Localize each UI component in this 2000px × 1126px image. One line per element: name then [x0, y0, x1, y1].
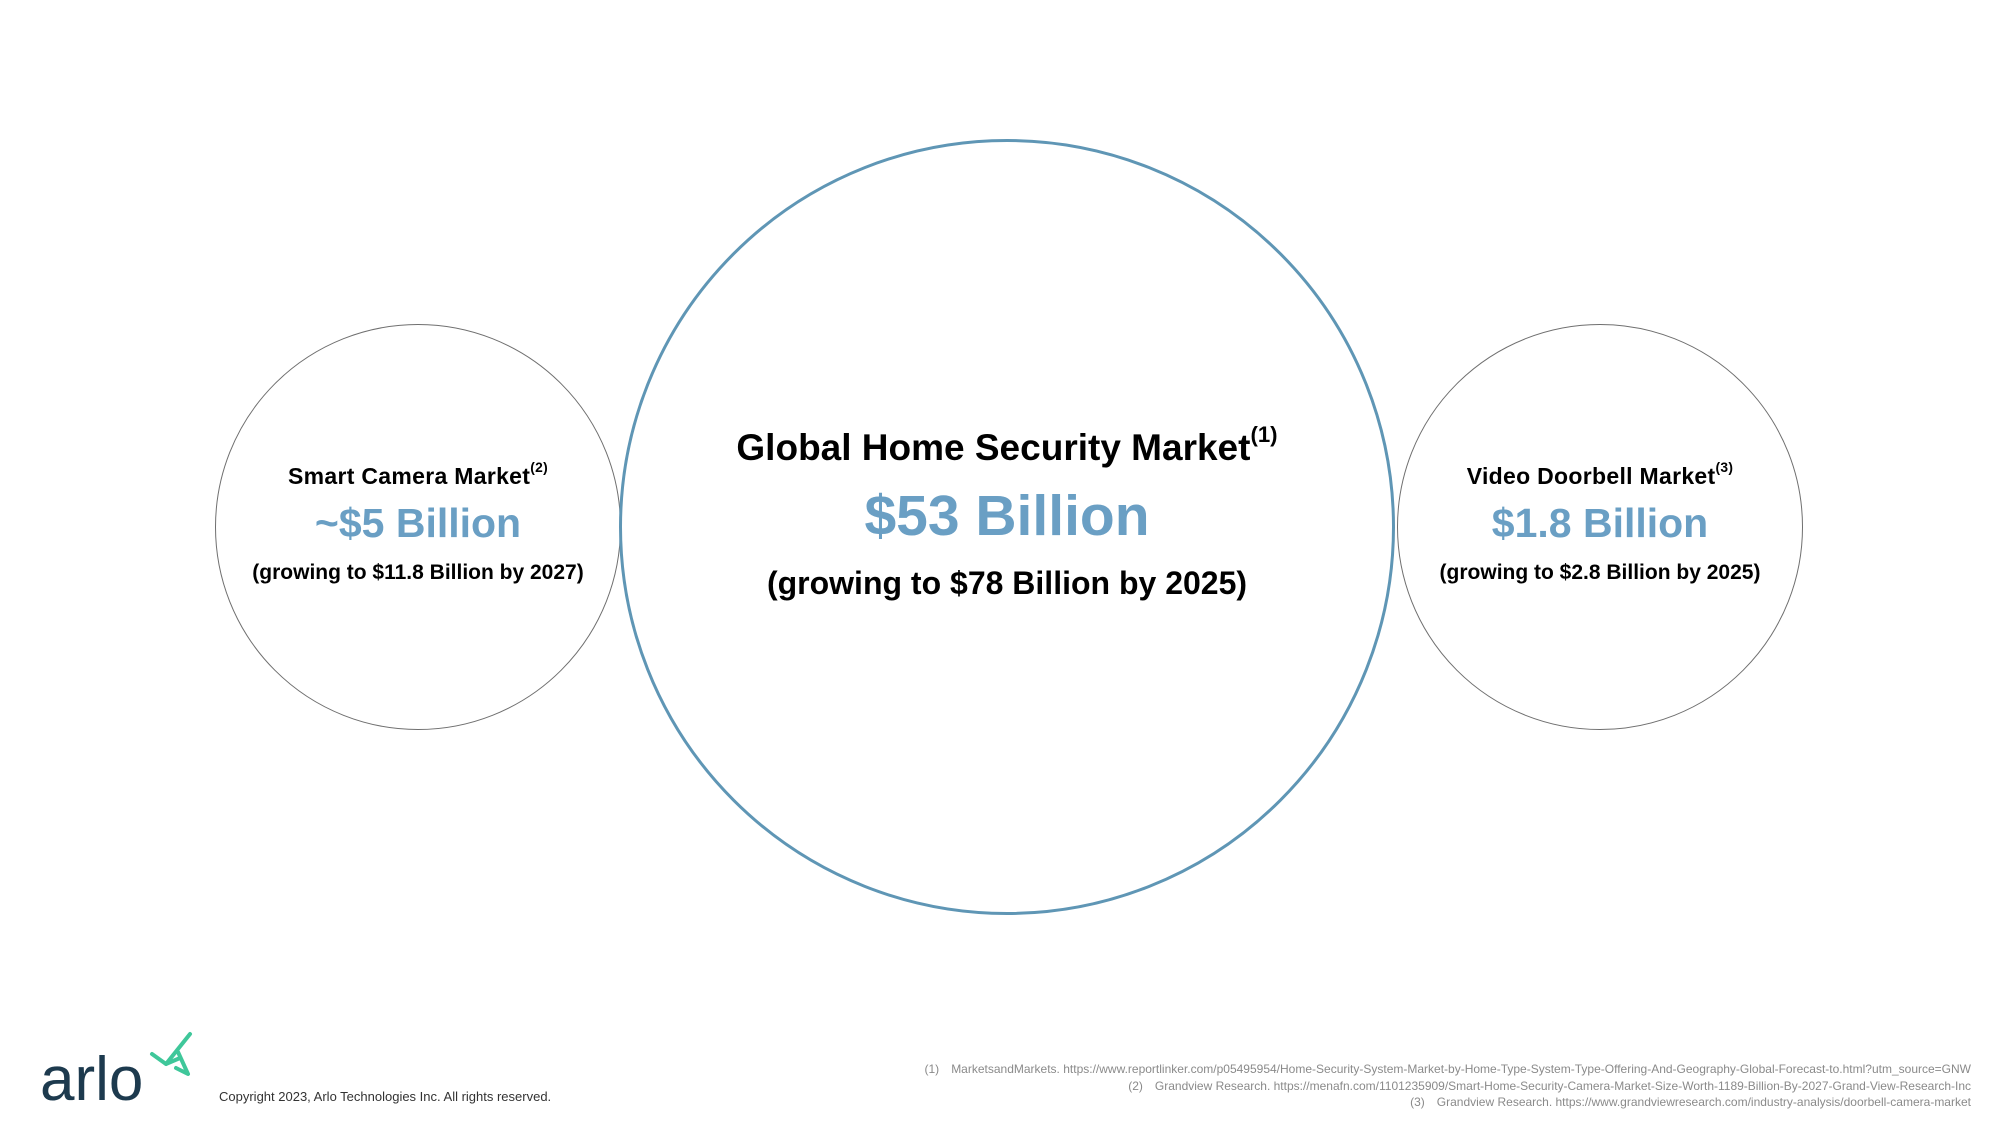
footnote-1: (1) MarketsandMarkets. https://www.report…	[924, 1062, 1971, 1076]
smart-camera-market-circle: Smart Camera Market(2) ~$5 Billion (grow…	[215, 324, 621, 730]
global-home-security-market-value: $53 Billion	[864, 483, 1150, 548]
footnote-ref-1: (1)	[1250, 422, 1278, 448]
global-home-security-market-growth: (growing to $78 Billion by 2025)	[766, 564, 1248, 601]
global-home-security-market-title: Global Home Security Market(1)	[736, 422, 1278, 468]
footnote-ref-3: (3)	[1715, 460, 1734, 476]
smart-camera-market-growth: (growing to $11.8 Billion by 2027)	[252, 561, 584, 584]
smart-camera-market-value: ~$5 Billion	[314, 500, 522, 546]
copyright-notice: Copyright 2023, Arlo Technologies Inc. A…	[219, 1089, 552, 1104]
video-doorbell-market-circle: Video Doorbell Market(3) $1.8 Billion (g…	[1397, 324, 1803, 730]
video-doorbell-market-title: Video Doorbell Market(3)	[1466, 460, 1734, 489]
footnotes: (1) MarketsandMarkets. https://www.report…	[925, 1061, 1971, 1111]
global-home-security-market-circle: Global Home Security Market(1) $53 Billi…	[619, 139, 1395, 915]
footnote-3: (3) Grandview Research. https://www.grand…	[1410, 1095, 1971, 1109]
arlo-logo: arlo	[40, 1032, 192, 1110]
bird-icon	[150, 1032, 192, 1076]
footnote-2: (2) Grandview Research. https://menafn.co…	[1128, 1078, 1971, 1093]
smart-camera-market-title: Smart Camera Market(2)	[288, 460, 548, 489]
video-doorbell-market-growth: (growing to $2.8 Billion by 2025)	[1439, 561, 1761, 584]
arlo-logo-wordmark: arlo	[40, 1045, 143, 1110]
footnote-ref-2: (2)	[530, 460, 548, 476]
video-doorbell-market-value: $1.8 Billion	[1491, 500, 1709, 546]
